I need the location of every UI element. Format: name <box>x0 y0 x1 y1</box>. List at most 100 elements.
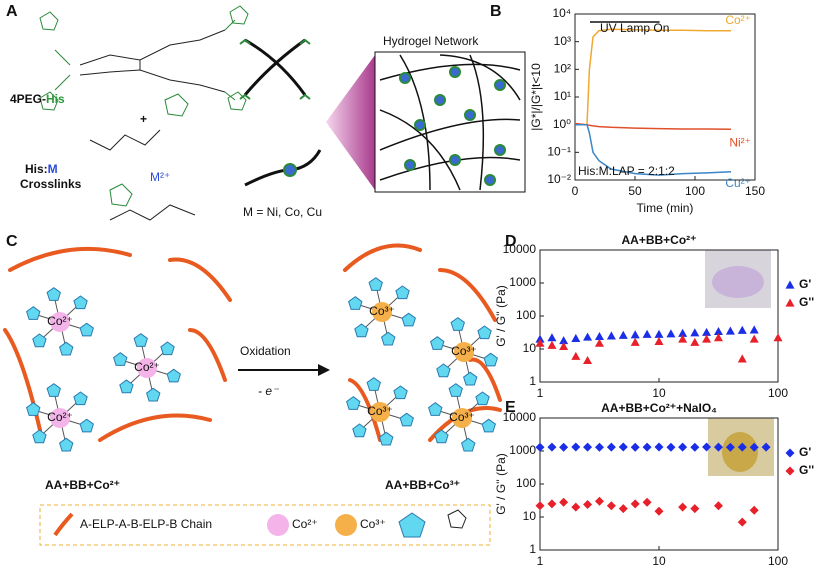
data-point <box>559 341 569 350</box>
line <box>575 123 732 176</box>
data-point <box>571 502 581 512</box>
data-point <box>606 331 616 340</box>
imidazole <box>113 352 128 366</box>
legend-marker <box>785 298 795 307</box>
network-node <box>494 79 506 91</box>
data-point <box>678 328 688 337</box>
imidazole <box>436 363 451 378</box>
imidazole <box>348 296 363 310</box>
panel-label: B <box>490 3 502 20</box>
cobalt-label: Co²⁺ <box>134 360 160 374</box>
data-point <box>690 442 700 452</box>
data-point <box>678 334 688 343</box>
legend-text: A-ELP-A-B-ELP-B Chain <box>80 517 212 531</box>
line <box>575 28 731 126</box>
arrow-label: Oxidation <box>240 344 291 358</box>
x-tick-label: 10 <box>652 386 666 400</box>
data-point <box>618 504 628 514</box>
cobalt-label: Co²⁺ <box>47 314 73 328</box>
imidazole <box>146 387 161 402</box>
imidazole <box>46 287 61 301</box>
data-point <box>618 330 628 339</box>
x-axis-label: ω (rad/sec) <box>629 571 689 573</box>
y-tick-label: 1 <box>529 542 536 556</box>
imidazole <box>32 333 47 348</box>
data-point <box>761 442 771 452</box>
y-tick-label: 100 <box>516 476 536 490</box>
data-point <box>654 336 664 345</box>
imidazole <box>430 336 445 350</box>
data-point <box>535 442 545 452</box>
data-point <box>547 499 557 509</box>
network-node <box>399 72 411 84</box>
imidazole <box>346 396 361 410</box>
cobalt-label: Co³⁺ <box>369 304 395 318</box>
data-point <box>654 506 664 516</box>
imidazole <box>368 277 383 291</box>
data-point <box>594 496 604 506</box>
imidazole <box>59 341 74 356</box>
imidazole-structure <box>447 509 467 529</box>
y-tick-label: 1000 <box>509 275 536 289</box>
panel-label: C <box>6 233 18 250</box>
data-point <box>535 501 545 511</box>
crosslink-label: His:M <box>25 162 58 176</box>
arrow-triangle <box>326 55 375 190</box>
line <box>574 122 732 131</box>
data-point <box>571 333 581 342</box>
data-point <box>725 326 735 335</box>
chain <box>438 268 497 322</box>
x-tick-label: 100 <box>768 386 788 400</box>
clusters: Co²⁺ Co²⁺ Co²⁺ Co³⁺ Co³⁺ Co³⁺ Co³⁺ <box>3 243 502 452</box>
crosslink-structure <box>89 93 196 221</box>
network-node <box>434 94 446 106</box>
y-tick-label: 10 <box>523 341 537 355</box>
data-point <box>630 499 640 509</box>
y-tick-label: 10000 <box>503 410 537 424</box>
network-strand <box>379 118 521 151</box>
y-tick-label: 10⁰ <box>553 117 571 131</box>
y-tick-label: 10³ <box>554 34 571 48</box>
data-point <box>642 442 652 452</box>
data-point <box>583 355 593 365</box>
crosslink-his: His: <box>25 162 48 176</box>
y-tick-label: 1 <box>529 374 536 388</box>
data-point <box>702 334 712 343</box>
x-tick-label: 50 <box>628 184 642 198</box>
x-tick-label: 150 <box>745 184 765 198</box>
data-point <box>702 327 712 336</box>
metal-node <box>283 163 297 177</box>
imidazole <box>79 418 94 433</box>
data-point <box>773 333 783 342</box>
data-point <box>713 501 723 511</box>
imidazole <box>481 418 496 433</box>
data-point <box>559 336 569 345</box>
left-label: AA+BB+Co²⁺ <box>45 478 120 492</box>
imidazole <box>399 412 414 427</box>
peg-label: 4PEG-His <box>10 92 65 106</box>
data-point <box>583 332 593 341</box>
y-tick-label: 1000 <box>509 443 536 457</box>
arrow-head <box>318 364 330 376</box>
data-point <box>678 442 688 452</box>
legend-marker <box>785 466 795 476</box>
data-point <box>713 442 723 452</box>
cobalt <box>50 312 70 332</box>
panel-label: E <box>505 399 516 416</box>
y-tick-label: 10¹ <box>554 89 571 103</box>
imidazole <box>46 383 61 397</box>
imidazole <box>463 371 478 386</box>
legend-co3 <box>335 514 357 536</box>
plus: + <box>140 112 147 126</box>
x-tick-label: 100 <box>685 184 705 198</box>
chain <box>468 357 502 402</box>
data-point <box>606 501 616 511</box>
cobalt <box>372 302 392 322</box>
network-title: Hydrogel Network <box>383 34 479 48</box>
cobalt-label: Co³⁺ <box>449 410 475 424</box>
imidazole <box>352 423 367 438</box>
data-point <box>630 442 640 452</box>
y-axis-label: G' / G'' (Pa) <box>494 453 508 515</box>
imidazole <box>32 429 47 444</box>
